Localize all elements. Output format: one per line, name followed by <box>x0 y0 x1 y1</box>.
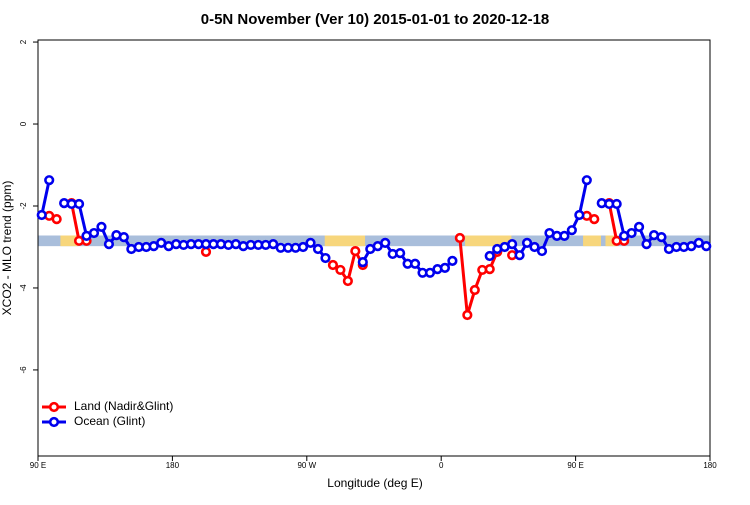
legend-label: Land (Nadir&Glint) <box>74 399 173 413</box>
data-point <box>327 259 339 271</box>
data-point <box>335 264 346 276</box>
data-point <box>574 209 585 221</box>
data-point <box>357 257 368 268</box>
data-point <box>611 198 622 210</box>
data-point <box>320 252 331 264</box>
y-tick-label: 0 <box>19 121 28 126</box>
land-band <box>605 235 618 247</box>
legend-marker <box>48 416 60 428</box>
series-line <box>40 179 707 275</box>
legend-marker <box>48 401 60 413</box>
data-point <box>51 214 62 225</box>
data-point <box>73 198 85 210</box>
data-point <box>536 245 548 257</box>
series <box>36 175 712 278</box>
data-point <box>559 230 570 242</box>
ocean-band <box>38 235 710 247</box>
data-point <box>484 264 495 275</box>
data-point <box>462 309 473 321</box>
data-point <box>454 232 465 244</box>
data-point <box>380 237 391 248</box>
data-point <box>44 175 55 186</box>
data-point <box>36 209 47 221</box>
data-point <box>701 241 712 252</box>
data-point <box>521 237 533 248</box>
y-tick-label: -4 <box>19 284 28 292</box>
data-point <box>200 246 212 257</box>
data-point <box>297 241 309 253</box>
data-point <box>96 221 107 232</box>
y-tick-label: -2 <box>19 202 28 210</box>
x-tick-label: 0 <box>439 461 444 470</box>
y-tick-label: 2 <box>19 39 28 44</box>
data-point <box>507 239 518 250</box>
data-point <box>529 241 540 253</box>
series <box>44 198 630 321</box>
x-tick-label: 180 <box>703 461 717 470</box>
data-point <box>469 284 480 296</box>
data-point <box>312 243 324 255</box>
land-band <box>60 235 79 247</box>
land-band <box>465 235 512 247</box>
data-point <box>118 232 129 243</box>
data-point <box>656 232 667 243</box>
data-point <box>626 227 637 239</box>
y-tick-label: -6 <box>19 366 28 374</box>
data-point <box>395 248 406 259</box>
data-point <box>88 227 100 239</box>
data-point <box>342 275 353 287</box>
data-point <box>633 221 645 232</box>
x-tick-label: 90 W <box>297 461 316 470</box>
land-band <box>324 235 366 247</box>
data-point <box>447 255 458 267</box>
data-point <box>268 239 279 250</box>
data-point <box>409 258 421 269</box>
y-axis-label: XCO2 - MLO trend (ppm) <box>0 181 14 316</box>
x-tick-label: 180 <box>166 461 180 470</box>
data-point <box>103 239 115 250</box>
chart-title: 0-5N November (Ver 10) 2015-01-01 to 202… <box>201 11 550 28</box>
data-point <box>350 245 361 257</box>
x-tick-label: 90 E <box>567 461 583 470</box>
legend-label: Ocean (Glint) <box>74 414 145 428</box>
data-point <box>514 250 525 261</box>
x-tick-label: 90 E <box>30 461 46 470</box>
data-point <box>641 239 652 250</box>
data-point <box>589 214 600 225</box>
data-point <box>424 267 436 278</box>
data-point <box>566 225 577 236</box>
data-point <box>484 250 495 262</box>
data-point <box>581 175 592 186</box>
series-line <box>48 202 625 316</box>
land-band <box>583 235 601 247</box>
data-point <box>439 262 451 273</box>
data-point <box>305 237 316 248</box>
x-axis-label: Longitude (deg E) <box>327 476 422 490</box>
